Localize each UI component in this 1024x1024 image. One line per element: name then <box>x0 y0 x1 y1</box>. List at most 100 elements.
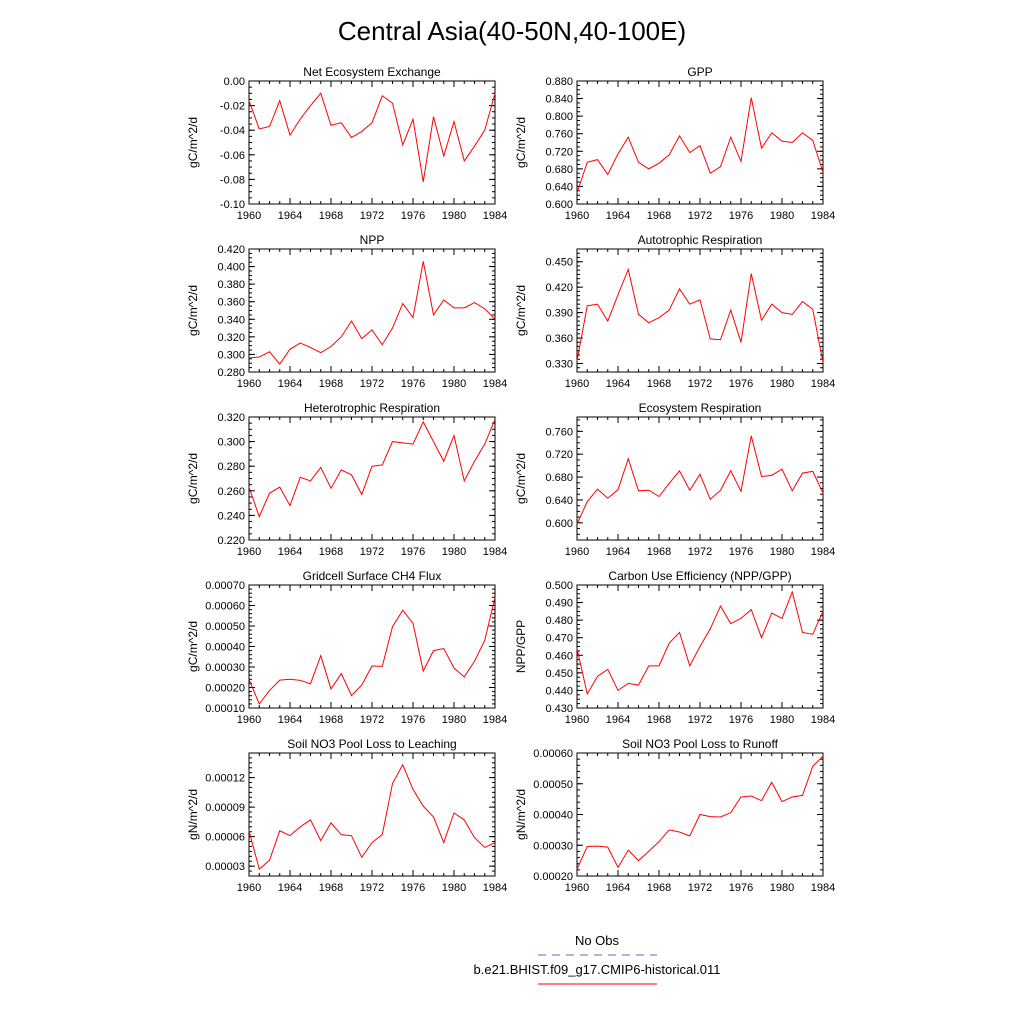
y-axis-label: gC/m^2/d <box>186 117 200 168</box>
panel-5: Heterotrophic Respiration gC/m^2/d 1960 196… <box>186 401 507 558</box>
x-tick-label: 1972 <box>688 210 712 222</box>
x-tick-label: 1964 <box>278 882 302 894</box>
panel-title: NPP <box>360 233 385 247</box>
y-tick-label: 0.00030 <box>533 840 573 852</box>
x-tick-label: 1972 <box>360 882 384 894</box>
x-tick-label: 1968 <box>647 546 671 558</box>
y-tick-label: 0.760 <box>545 129 573 141</box>
x-tick-label: 1976 <box>401 882 425 894</box>
panel-title: Soil NO3 Pool Loss to Runoff <box>622 737 779 751</box>
y-tick-label: 0.490 <box>545 598 573 610</box>
y-tick-label: 0.00020 <box>533 871 573 883</box>
x-tick-label: 1984 <box>811 546 835 558</box>
panel-3: NPP gC/m^2/d 1960 1964 1968 1972 1976 1980 1984 0… <box>186 233 507 390</box>
y-tick-label: 0.840 <box>545 94 573 106</box>
x-tick-label: 1968 <box>647 882 671 894</box>
x-tick-label: 1960 <box>237 714 261 726</box>
y-tick-label: 0.360 <box>545 333 573 345</box>
x-tick-label: 1968 <box>319 546 343 558</box>
panel-title: Autotrophic Respiration <box>638 233 763 247</box>
series-line <box>248 597 496 705</box>
x-tick-label: 1964 <box>606 882 630 894</box>
y-tick-label: 0.720 <box>545 449 573 461</box>
series-line <box>576 435 824 525</box>
y-tick-label: 0.450 <box>545 668 573 680</box>
x-tick-label: 1976 <box>401 378 425 390</box>
panel-2: GPP gC/m^2/d 1960 1964 1968 1972 1976 1980 1984 0… <box>514 65 835 222</box>
y-tick-label: -0.10 <box>220 199 245 211</box>
series-line <box>248 419 496 518</box>
x-tick-label: 1960 <box>237 378 261 390</box>
x-tick-label: 1980 <box>442 882 466 894</box>
y-tick-label: 0.800 <box>545 111 573 123</box>
legend-label-model: b.e21.BHIST.f09_g17.CMIP6-historical.011 <box>474 962 721 977</box>
legend: No Obs b.e21.BHIST.f09_g17.CMIP6-histori… <box>474 933 721 985</box>
x-tick-label: 1964 <box>278 210 302 222</box>
x-tick-label: 1980 <box>770 210 794 222</box>
x-tick-label: 1960 <box>565 882 589 894</box>
plot-frame <box>248 80 496 205</box>
panel-1: Net Ecosystem Exchange gC/m^2/d 1960 1964 19… <box>186 65 507 222</box>
x-tick-label: 1968 <box>319 210 343 222</box>
x-tick-label: 1968 <box>647 210 671 222</box>
plot-frame <box>248 584 496 709</box>
y-tick-label: 0.00010 <box>205 703 245 715</box>
x-tick-label: 1968 <box>319 378 343 390</box>
x-tick-label: 1972 <box>688 378 712 390</box>
y-tick-label: 0.420 <box>545 282 573 294</box>
x-tick-label: 1984 <box>811 882 835 894</box>
x-tick-label: 1968 <box>319 714 343 726</box>
y-tick-label: 0.00012 <box>205 773 245 785</box>
y-tick-label: 0.380 <box>217 279 245 291</box>
y-tick-label: -0.08 <box>220 174 245 186</box>
plot-frame <box>248 248 496 373</box>
x-tick-label: 1960 <box>565 210 589 222</box>
y-tick-label: 0.600 <box>545 518 573 530</box>
panel-8: Carbon Use Efficiency (NPP/GPP) NPP/GPP 19… <box>514 569 835 726</box>
x-tick-label: 1968 <box>319 882 343 894</box>
x-tick-label: 1972 <box>688 714 712 726</box>
y-tick-label: 0.760 <box>545 426 573 438</box>
y-tick-label: 0.00040 <box>205 642 245 654</box>
panel-6: Ecosystem Respiration gC/m^2/d 1960 1964 196… <box>514 401 835 558</box>
y-tick-label: 0.220 <box>217 535 245 547</box>
y-axis-label: gC/m^2/d <box>186 285 200 336</box>
plot-frame <box>576 248 824 373</box>
x-tick-label: 1968 <box>647 378 671 390</box>
y-tick-label: 0.00006 <box>205 832 245 844</box>
x-tick-label: 1964 <box>278 714 302 726</box>
y-tick-label: 0.00050 <box>205 621 245 633</box>
y-tick-label: 0.470 <box>545 633 573 645</box>
x-tick-label: 1960 <box>237 882 261 894</box>
y-axis-label: gN/m^2/d <box>514 789 528 840</box>
x-tick-label: 1980 <box>442 378 466 390</box>
y-tick-label: 0.360 <box>217 297 245 309</box>
panel-4: Autotrophic Respiration gC/m^2/d 1960 1964 1… <box>514 233 835 390</box>
x-tick-label: 1972 <box>688 882 712 894</box>
x-tick-label: 1980 <box>442 546 466 558</box>
x-tick-label: 1976 <box>729 546 753 558</box>
x-tick-label: 1984 <box>483 882 507 894</box>
x-tick-label: 1976 <box>401 210 425 222</box>
figure-title: Central Asia(40-50N,40-100E) <box>338 16 686 46</box>
y-tick-label: 0.300 <box>217 349 245 361</box>
x-tick-label: 1984 <box>483 378 507 390</box>
x-tick-label: 1964 <box>606 714 630 726</box>
panel-title: Carbon Use Efficiency (NPP/GPP) <box>608 569 791 583</box>
y-tick-label: 0.640 <box>545 181 573 193</box>
y-tick-label: 0.600 <box>545 199 573 211</box>
y-axis-label: gC/m^2/d <box>514 453 528 504</box>
series-line <box>248 261 496 365</box>
y-tick-label: 0.00 <box>224 76 245 88</box>
x-tick-label: 1976 <box>729 882 753 894</box>
x-tick-label: 1972 <box>360 378 384 390</box>
y-axis-label: gC/m^2/d <box>514 117 528 168</box>
panel-10: Soil NO3 Pool Loss to Runoff gN/m^2/d 1960… <box>514 737 835 894</box>
panel-title: Ecosystem Respiration <box>639 401 762 415</box>
y-tick-label: -0.06 <box>220 150 245 162</box>
x-tick-label: 1980 <box>770 546 794 558</box>
y-tick-label: 0.500 <box>545 580 573 592</box>
x-tick-label: 1984 <box>811 714 835 726</box>
y-tick-label: 0.400 <box>217 262 245 274</box>
